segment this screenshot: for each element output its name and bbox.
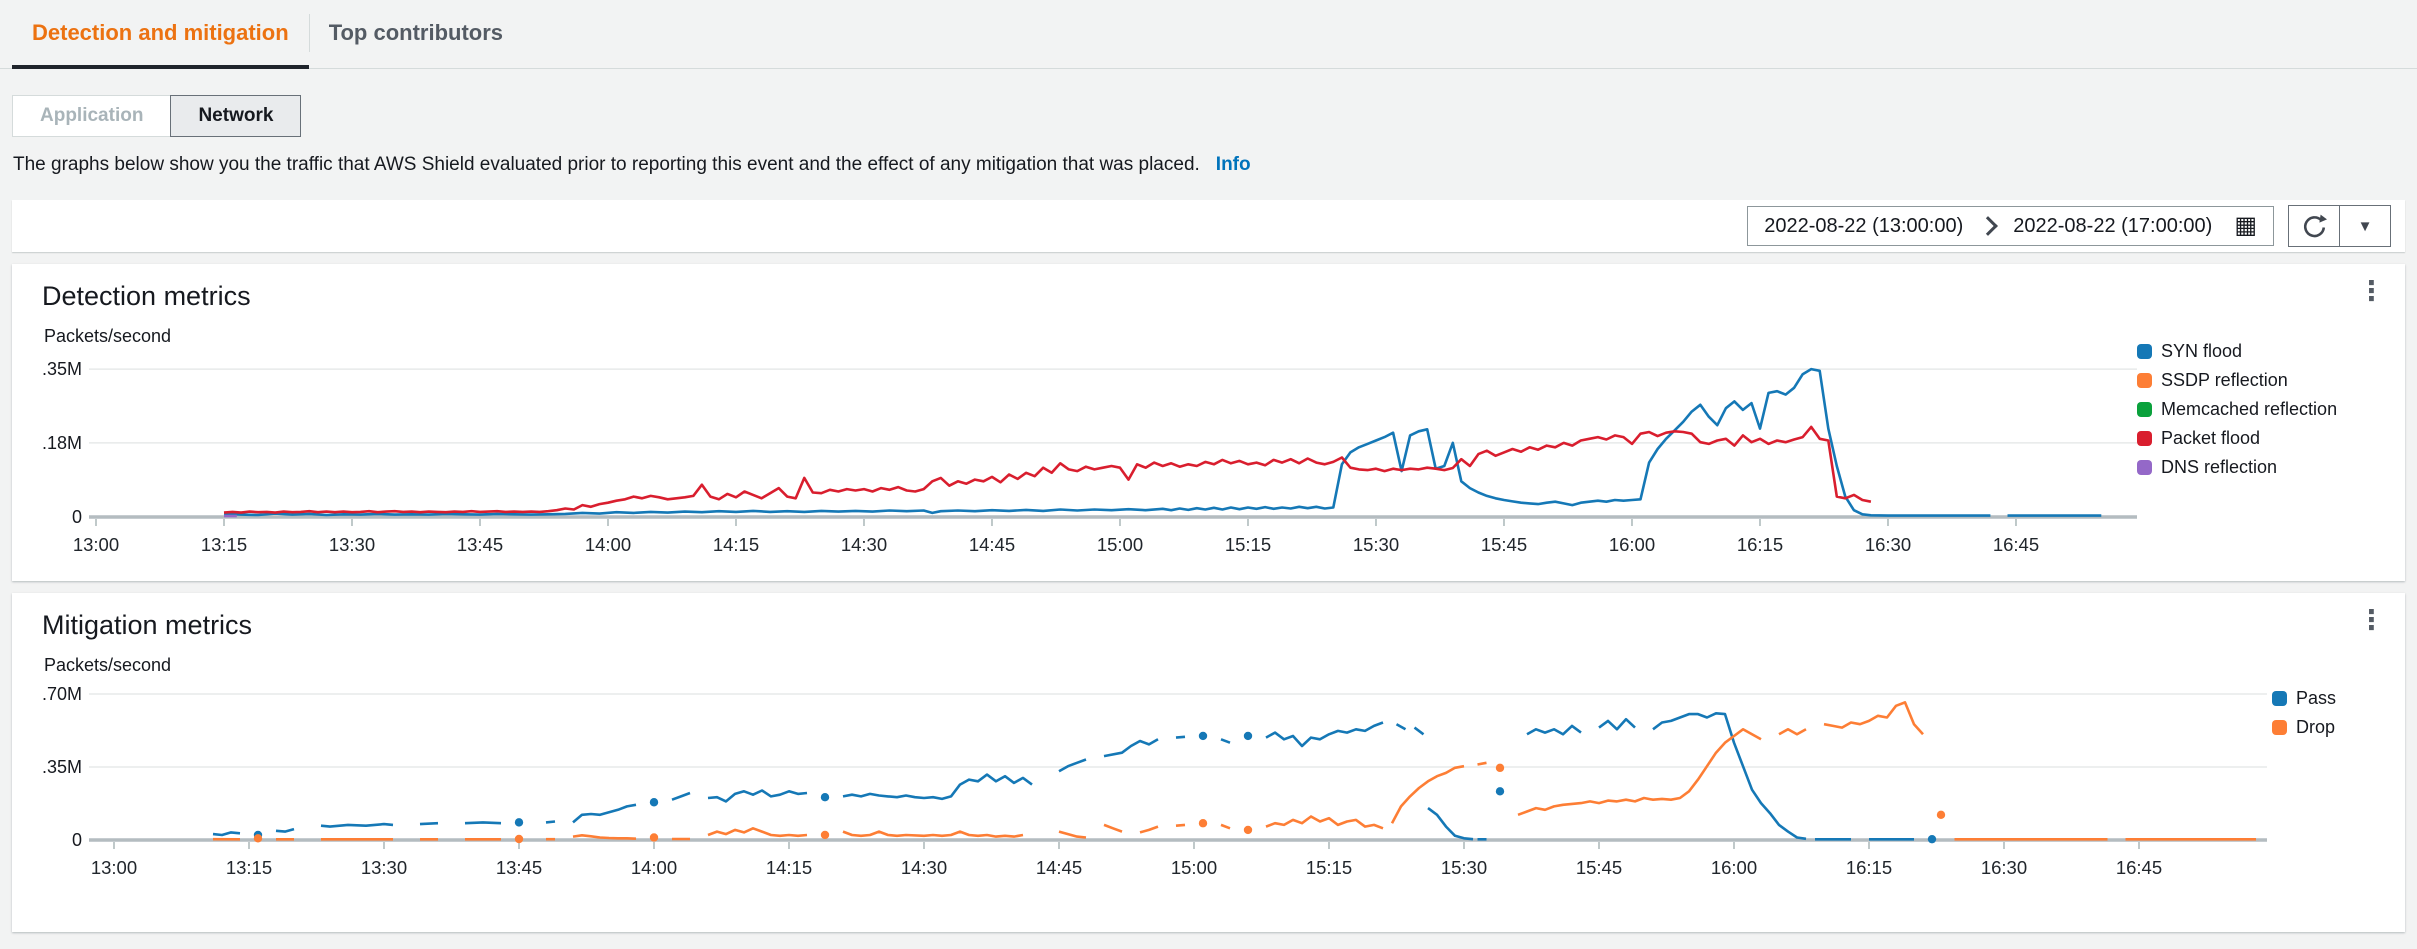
network-toggle-button[interactable]: Network [170, 95, 302, 137]
refresh-button[interactable] [2288, 205, 2340, 247]
detection-metrics-title: Detection metrics [42, 281, 251, 311]
legend-marker [2137, 373, 2152, 388]
chevron-right-icon [1978, 216, 1999, 236]
svg-text:16:45: 16:45 [2116, 857, 2162, 878]
svg-text:16:30: 16:30 [1981, 857, 2027, 878]
svg-text:14:45: 14:45 [969, 534, 1015, 555]
svg-text:14:30: 14:30 [841, 534, 887, 555]
svg-text:13:30: 13:30 [329, 534, 375, 555]
mitigation-y-axis-title: Packets/second [44, 655, 172, 675]
time-range-dropdown-button[interactable]: ▼ [2339, 205, 2391, 247]
svg-text:14:45: 14:45 [1036, 857, 1082, 878]
legend-label: SYN flood [2161, 341, 2243, 361]
legend-item[interactable]: Drop [2272, 713, 2387, 742]
tab-bar: Detection and mitigation Top contributor… [0, 0, 2417, 69]
svg-text:14:15: 14:15 [766, 857, 812, 878]
svg-text:0: 0 [72, 830, 82, 850]
svg-text:14:30: 14:30 [901, 857, 947, 878]
svg-text:4.35M: 4.35M [42, 359, 82, 379]
description-body: The graphs below show you the traffic th… [13, 154, 1200, 175]
svg-text:15:30: 15:30 [1353, 534, 1399, 555]
svg-text:0: 0 [72, 507, 82, 527]
svg-text:16:15: 16:15 [1846, 857, 1892, 878]
svg-text:8.70M: 8.70M [42, 684, 82, 704]
mitigation-metrics-title: Mitigation metrics [42, 610, 253, 640]
legend-label: Memcached reflection [2161, 399, 2338, 419]
svg-text:13:45: 13:45 [457, 534, 503, 555]
legend-item[interactable]: SSDP reflection [2137, 366, 2387, 395]
tab-top-contributors[interactable]: Top contributors [308, 0, 523, 69]
svg-text:14:00: 14:00 [631, 857, 677, 878]
svg-text:13:00: 13:00 [73, 534, 119, 555]
legend-marker [2272, 720, 2287, 735]
legend-label: Packet flood [2161, 428, 2261, 448]
legend-label: Drop [2296, 717, 2336, 737]
detection-kebab-menu-icon[interactable]: ⋮ [2358, 276, 2385, 306]
legend-item[interactable]: DNS reflection [2137, 453, 2387, 482]
mitigation-kebab-menu-icon[interactable]: ⋮ [2358, 605, 2385, 635]
legend-marker [2272, 691, 2287, 706]
svg-text:16:00: 16:00 [1609, 534, 1655, 555]
legend-item[interactable]: Memcached reflection [2137, 395, 2387, 424]
svg-text:15:45: 15:45 [1481, 534, 1527, 555]
legend-item[interactable]: Packet flood [2137, 424, 2387, 453]
svg-text:15:15: 15:15 [1225, 534, 1271, 555]
legend-marker [2137, 402, 2152, 417]
toolbar-button-group: ▼ [2288, 205, 2391, 247]
legend-label: Pass [2296, 688, 2337, 708]
mitigation-metrics-card: Mitigation metrics ⋮ Packets/second 0 4.3… [12, 593, 2405, 932]
caret-down-icon: ▼ [2357, 217, 2373, 235]
svg-text:16:45: 16:45 [1993, 534, 2039, 555]
svg-text:16:15: 16:15 [1737, 534, 1783, 555]
svg-text:15:45: 15:45 [1576, 857, 1622, 878]
svg-text:13:15: 13:15 [226, 857, 272, 878]
svg-text:13:00: 13:00 [91, 857, 137, 878]
legend-label: DNS reflection [2161, 457, 2278, 477]
svg-text:13:45: 13:45 [496, 857, 542, 878]
date-range-end: 2022-08-22 (17:00:00) [2013, 214, 2213, 237]
svg-text:2.18M: 2.18M [42, 433, 82, 453]
detection-chart: 0 2.18M 4.35M 13:00 13:15 13:30 13:45 14:00 14:1… [42, 359, 2137, 555]
date-range-start: 2022-08-22 (13:00:00) [1764, 214, 1964, 237]
svg-text:15:30: 15:30 [1441, 857, 1487, 878]
legend-marker [2137, 344, 2152, 359]
detection-legend: SYN flood SSDP reflection Memcached reflec… [2137, 337, 2387, 482]
legend-item[interactable]: Pass [2272, 684, 2387, 713]
mitigation-legend: Pass Drop [2272, 684, 2387, 742]
refresh-icon [2303, 214, 2327, 237]
mitigation-chart: 0 4.35M 8.70M 13:00 13:15 13:30 13:45 14:00 14:1… [42, 684, 2267, 878]
svg-text:13:15: 13:15 [201, 534, 247, 555]
date-toolbar: 2022-08-22 (13:00:00) 2022-08-22 (17:00:… [12, 200, 2405, 252]
svg-text:16:30: 16:30 [1865, 534, 1911, 555]
legend-marker [2137, 460, 2152, 475]
calendar-icon: ▦ [2234, 212, 2257, 239]
layer-toggle: Application Network [12, 95, 302, 137]
description-text: The graphs below show you the traffic th… [13, 154, 2417, 176]
svg-text:4.35M: 4.35M [42, 757, 82, 777]
application-toggle-button[interactable]: Application [12, 95, 172, 137]
legend-marker [2137, 431, 2152, 446]
svg-text:16:00: 16:00 [1711, 857, 1757, 878]
legend-label: SSDP reflection [2161, 370, 2288, 390]
detection-metrics-card: Detection metrics ⋮ Packets/second 0 2.18… [12, 264, 2405, 581]
svg-text:13:30: 13:30 [361, 857, 407, 878]
detection-y-axis-title: Packets/second [44, 326, 172, 346]
date-range-picker[interactable]: 2022-08-22 (13:00:00) 2022-08-22 (17:00:… [1747, 206, 2274, 246]
tab-detection-and-mitigation[interactable]: Detection and mitigation [12, 0, 309, 69]
info-link[interactable]: Info [1215, 154, 1251, 175]
svg-text:15:15: 15:15 [1306, 857, 1352, 878]
svg-text:14:15: 14:15 [713, 534, 759, 555]
svg-text:15:00: 15:00 [1171, 857, 1217, 878]
svg-text:15:00: 15:00 [1097, 534, 1143, 555]
legend-item[interactable]: SYN flood [2137, 337, 2387, 366]
svg-text:14:00: 14:00 [585, 534, 631, 555]
